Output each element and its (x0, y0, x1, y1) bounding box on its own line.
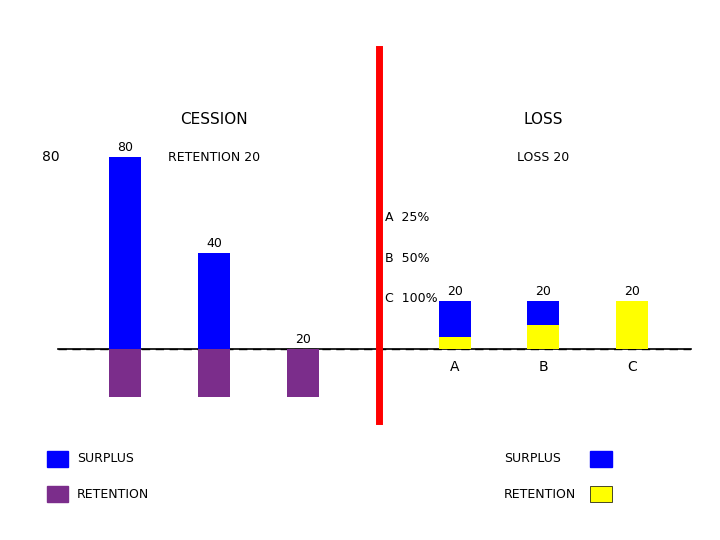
Bar (198, 349, 230, 397)
Bar (438, 301, 471, 337)
Text: SURPLUS: SURPLUS (504, 453, 561, 465)
Text: 80: 80 (117, 140, 133, 153)
Text: C  100%: C 100% (384, 292, 437, 305)
Bar (438, 337, 471, 349)
Text: 20: 20 (446, 285, 462, 298)
Text: LOSS: LOSS (523, 112, 563, 126)
Text: A  25%: A 25% (384, 211, 429, 224)
Bar (287, 349, 319, 397)
Text: 40: 40 (206, 237, 222, 249)
Bar (109, 157, 141, 349)
Text: RETENTION 20: RETENTION 20 (168, 151, 260, 164)
Text: 20: 20 (536, 285, 552, 298)
Text: LOSS 20: LOSS 20 (517, 151, 570, 164)
Text: 80: 80 (42, 150, 59, 164)
Text: RETENTION: RETENTION (504, 488, 576, 501)
Text: 20: 20 (294, 333, 310, 346)
Text: CESSION: CESSION (180, 112, 248, 126)
Text: SURPLUS: SURPLUS (77, 453, 134, 465)
Bar (616, 301, 648, 349)
Bar (198, 253, 230, 349)
Text: B  50%: B 50% (384, 252, 429, 265)
Bar (109, 349, 141, 397)
Text: 20: 20 (624, 285, 640, 298)
Text: SURPLUS TREATY: SURPLUS TREATY (42, 21, 204, 39)
Bar (527, 301, 559, 325)
Bar (527, 325, 559, 349)
Text: RETENTION: RETENTION (77, 488, 149, 501)
